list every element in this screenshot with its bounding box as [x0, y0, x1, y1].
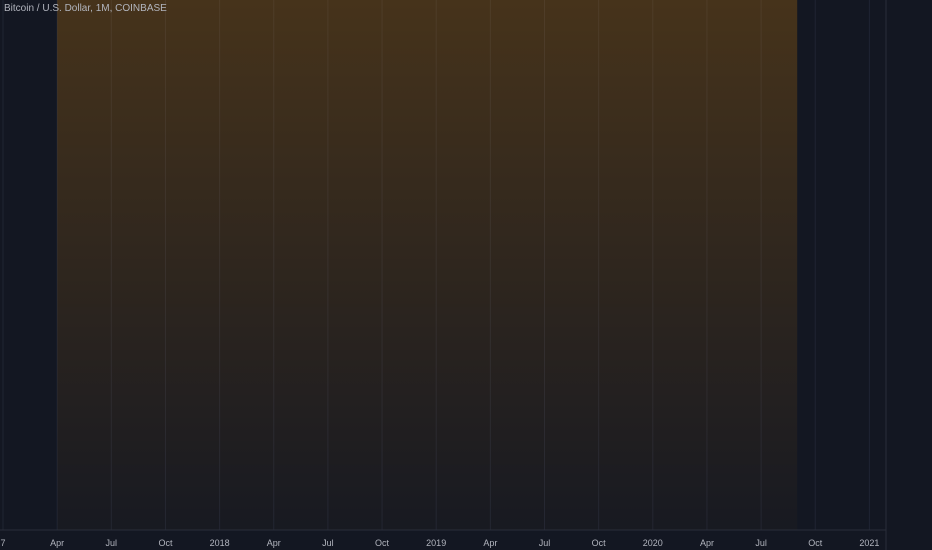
x-tick-label: 2019	[426, 538, 446, 548]
x-tick-label: Oct	[375, 538, 390, 548]
x-tick-label: 2018	[210, 538, 230, 548]
x-tick-label: Apr	[483, 538, 497, 548]
x-tick-label: Apr	[267, 538, 281, 548]
x-tick-label: Oct	[158, 538, 173, 548]
x-tick-label: Jul	[106, 538, 118, 548]
price-area-fill	[57, 0, 798, 530]
chart-title: Bitcoin / U.S. Dollar, 1M, COINBASE	[4, 3, 167, 14]
x-tick-label: Oct	[592, 538, 607, 548]
price-area	[57, 0, 798, 530]
x-tick-label: Apr	[700, 538, 714, 548]
x-tick-label: 7	[0, 538, 5, 548]
x-tick-label: 2020	[643, 538, 663, 548]
x-tick-label: Oct	[808, 538, 823, 548]
x-tick-label: Apr	[50, 538, 64, 548]
y-axis: 20000.0018000.0016000.0014000.0012500.00…	[885, 0, 887, 550]
x-tick-label: Jul	[755, 538, 767, 548]
x-tick-label: Jul	[539, 538, 551, 548]
x-axis: 7 Apr Jul Oct 2018 Apr Jul Oct 2019 Apr Jul Oct 2020…	[0, 529, 886, 548]
x-tick-label: 2021	[859, 538, 879, 548]
x-tick-label: Jul	[322, 538, 334, 548]
